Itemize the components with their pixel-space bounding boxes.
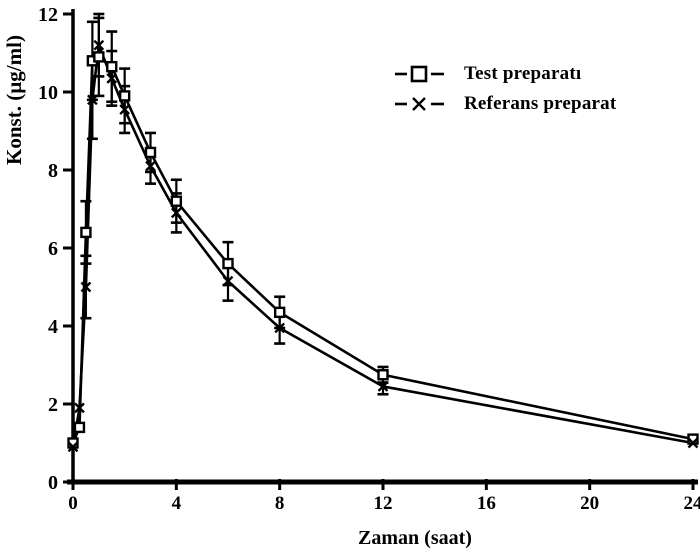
x-marker <box>222 275 234 287</box>
x-marker <box>80 281 92 293</box>
x-marker <box>145 160 156 172</box>
y-tick-label: 0 <box>48 472 58 494</box>
y-axis-label: Konst. (µg/ml) <box>2 35 26 165</box>
x-tick-label: 20 <box>580 493 599 514</box>
x-marker <box>119 104 131 115</box>
square-marker <box>377 369 389 381</box>
legend-item-test: Test preparatı <box>394 61 616 86</box>
x-marker <box>687 437 699 449</box>
square-marker <box>80 226 92 239</box>
square-marker <box>93 51 105 63</box>
x-marker <box>377 381 389 392</box>
legend-x-marker-icon <box>394 93 448 115</box>
square-marker <box>73 421 86 434</box>
legend-item-referans: Referans preparat <box>394 91 616 116</box>
x-marker <box>93 39 105 51</box>
x-tick-label: 16 <box>477 493 496 514</box>
y-tick-label: 2 <box>48 394 58 416</box>
y-tick-label: 10 <box>38 82 58 104</box>
x-marker <box>87 94 98 106</box>
x-marker <box>67 441 79 453</box>
square-marker <box>144 146 157 159</box>
y-tick-label: 8 <box>48 160 58 182</box>
x-tick-label: 4 <box>172 493 182 514</box>
y-tick-label: 12 <box>38 4 58 26</box>
square-marker <box>273 306 286 319</box>
x-marker <box>74 402 85 414</box>
x-tick-label: 8 <box>275 493 285 514</box>
x-tick-label: 24 <box>684 493 700 514</box>
x-tick-label: 12 <box>374 493 393 514</box>
y-tick-label: 6 <box>48 238 58 260</box>
square-marker <box>106 60 118 73</box>
x-marker <box>170 207 182 219</box>
x-marker <box>106 73 118 84</box>
y-tick-label: 4 <box>48 316 58 338</box>
square-marker <box>118 90 131 102</box>
x-tick-label: 0 <box>68 493 78 514</box>
square-marker <box>222 257 234 270</box>
legend-label-referans: Referans preparat <box>464 92 617 114</box>
legend-label-test: Test preparatı <box>464 62 582 84</box>
x-marker <box>274 322 286 334</box>
legend: Test preparatı Referans preparat <box>394 61 616 121</box>
legend-open-square-marker-icon <box>394 63 448 85</box>
square-marker <box>170 195 183 207</box>
x-axis-label: Zaman (saat) <box>358 527 472 549</box>
